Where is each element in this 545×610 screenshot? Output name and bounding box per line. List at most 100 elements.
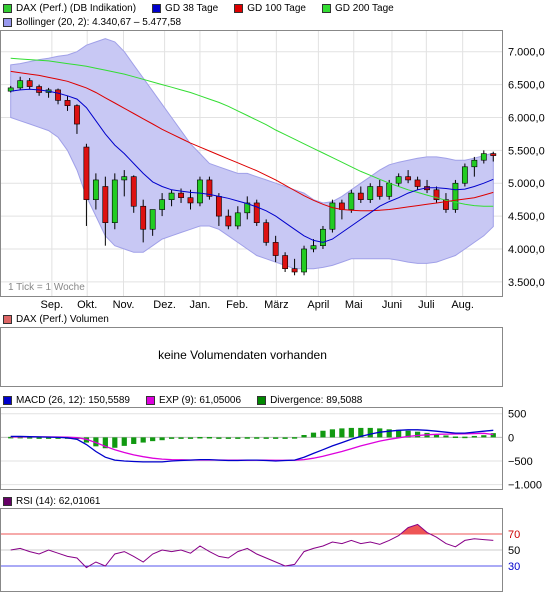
tick-note: 1 Tick = 1 Woche — [8, 282, 85, 293]
candle-body — [471, 159, 478, 168]
divergence-bar — [310, 432, 317, 438]
price-legend: DAX (Perf.) (DB Indikation) GD 38 Tage G… — [0, 1, 406, 15]
divergence-bar — [471, 435, 477, 438]
divergence-bar — [339, 428, 345, 438]
gd38-line — [10, 88, 494, 243]
macd-legend: MACD (26, 12): 150,5589 EXP (9): 61,0500… — [0, 393, 374, 407]
candle-body — [92, 179, 99, 200]
divergence-bar — [150, 437, 156, 442]
legend-macd[interactable]: MACD (26, 12): 150,5589 — [0, 395, 130, 406]
price-ytick-label: 7.000,00 — [508, 47, 545, 59]
candle-body — [272, 242, 279, 256]
divergence-bar — [121, 437, 127, 446]
candle-body — [452, 182, 459, 210]
price-xtick-label: März — [264, 299, 288, 311]
candle-body — [178, 192, 184, 198]
legend-divergence-label: Divergence: 89,5088 — [270, 394, 363, 406]
candle-body — [282, 255, 289, 270]
legend-dax-swatch — [3, 3, 12, 13]
candle-body — [64, 100, 71, 106]
rsi-ytick-label: 50 — [508, 545, 520, 557]
candle-body — [102, 186, 109, 223]
price-ytick-label: 5.000,00 — [508, 178, 545, 190]
price-xtick-label: Sep. — [41, 299, 64, 311]
legend-gd100-label: GD 100 Tage — [247, 2, 306, 14]
legend-rsi-label: RSI (14): 62,01061 — [16, 495, 101, 507]
legend-exp[interactable]: EXP (9): 61,05006 — [142, 395, 241, 406]
divergence-bar — [178, 437, 184, 439]
rsi-legend: RSI (14): 62,01061 — [0, 494, 113, 508]
legend-divergence[interactable]: Divergence: 89,5088 — [253, 395, 362, 406]
divergence-bar — [301, 435, 307, 438]
price-chart: 3.500,00 4.000,00 4.500,00 5.000,00 5.500,00… — [0, 30, 545, 311]
divergence-bar — [8, 436, 14, 439]
candle-body — [405, 176, 412, 181]
price-ytick-label: 5.500,00 — [508, 145, 545, 157]
legend-rsi[interactable]: RSI (14): 62,01061 — [0, 496, 101, 507]
divergence-bar — [263, 437, 269, 439]
divergence-bar — [168, 437, 175, 439]
candle-body — [443, 199, 449, 210]
legend-divergence-swatch — [257, 395, 267, 405]
candle-body — [55, 89, 61, 101]
price-xtick-label: Nov. — [113, 299, 135, 311]
legend-gd38-label: GD 38 Tage — [165, 2, 219, 14]
price-ytick-label: 6.500,00 — [508, 80, 545, 92]
legend-bollinger-swatch — [3, 17, 12, 27]
gd100-line — [10, 70, 494, 212]
divergence-bar — [320, 430, 326, 438]
legend-bollinger[interactable]: Bollinger (20, 2): 4.340,67 – 5.477,58 — [0, 17, 181, 28]
rsi-line — [10, 523, 494, 569]
macd-chart-frame — [0, 407, 503, 490]
legend-gd38-swatch — [152, 3, 162, 13]
candle-body — [130, 176, 137, 207]
candle-body — [357, 192, 364, 200]
price-ytick-label: 4.500,00 — [508, 211, 545, 223]
divergence-bar — [140, 437, 146, 443]
macd-ytick-label: −500 — [508, 456, 533, 468]
candle-body — [480, 153, 487, 161]
candle-body — [253, 202, 260, 223]
legend-gd100-swatch — [234, 3, 244, 13]
divergence-bar — [216, 437, 222, 439]
divergence-bar — [396, 429, 402, 438]
candle-body — [367, 186, 374, 200]
price-xtick-label: Juli — [418, 299, 435, 311]
price-xtick-label: Okt. — [77, 299, 97, 311]
legend-bollinger-label: Bollinger (20, 2): 4.340,67 – 5.477,58 — [16, 16, 182, 28]
divergence-bar — [414, 431, 421, 438]
candle-body — [17, 80, 24, 89]
divergence-bar — [291, 437, 298, 439]
divergence-bar — [348, 427, 354, 438]
candle-body — [329, 202, 336, 230]
divergence-bar — [481, 435, 487, 438]
divergence-bar — [93, 437, 99, 447]
candle-body — [338, 202, 345, 210]
volume-legend: DAX (Perf.) Volumen — [0, 312, 121, 326]
divergence-bar — [102, 437, 108, 449]
macd-ytick-label: −1.000 — [508, 480, 542, 492]
divergence-bar — [405, 430, 411, 438]
candle-body — [414, 179, 421, 187]
price-ytick-label: 3.500,00 — [508, 277, 545, 289]
price-xtick-label: Dez. — [153, 299, 176, 311]
candle-body — [310, 245, 317, 250]
candle-body — [225, 215, 232, 227]
legend-volume[interactable]: DAX (Perf.) Volumen — [0, 314, 109, 325]
divergence-bar — [273, 437, 279, 439]
no-volume-message: keine Volumendaten vorhanden — [158, 348, 327, 362]
divergence-bar — [225, 437, 231, 439]
candle-body — [187, 197, 194, 204]
price-xtick-label: Feb. — [226, 299, 248, 311]
candle-body — [291, 268, 298, 273]
candle-body — [234, 212, 241, 227]
legend-macd-swatch — [3, 395, 12, 405]
legend-gd38[interactable]: GD 38 Tage — [148, 3, 218, 14]
divergence-bar — [244, 437, 250, 439]
legend-volume-swatch — [3, 314, 12, 324]
legend-gd100[interactable]: GD 100 Tage — [230, 3, 306, 14]
divergence-bar — [282, 437, 288, 439]
legend-gd200[interactable]: GD 200 Tage — [318, 3, 394, 14]
legend-dax[interactable]: DAX (Perf.) (DB Indikation) — [0, 3, 136, 14]
divergence-bar — [187, 437, 194, 439]
